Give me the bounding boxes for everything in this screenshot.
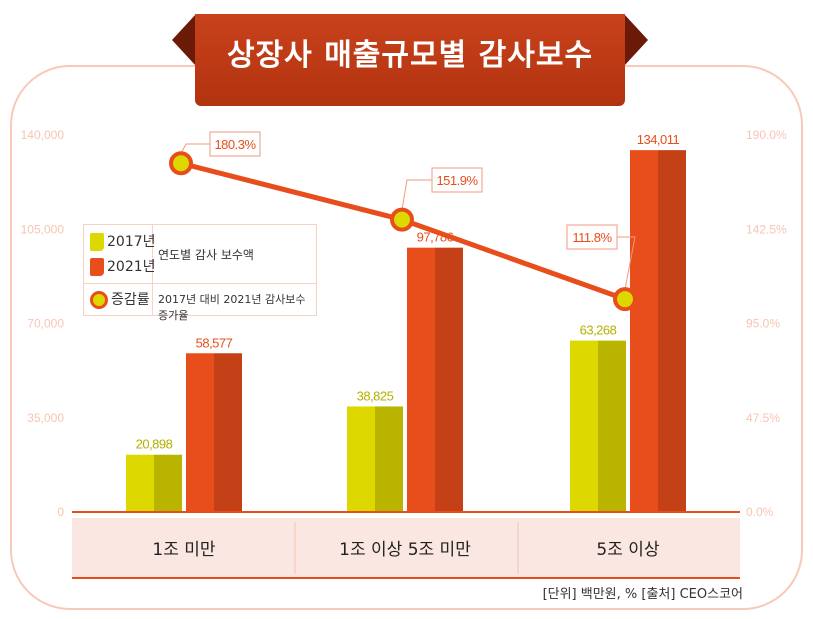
legend-marker-icon [90, 291, 108, 309]
y-tick-label: 35,000 [27, 411, 64, 425]
legend-bars-desc: 연도별 감사 보수액 [158, 248, 254, 262]
bar-2021년-left [186, 353, 214, 511]
rate-label-box [431, 167, 483, 193]
legend: 2017년 2021년 연도별 감사 보수액 증감률 2017년 대비 2021… [83, 224, 317, 322]
y2-tick-label: 95.0% [746, 317, 780, 331]
legend-rate-desc: 2017년 대비 2021년 감사보수 증가율 [158, 293, 306, 322]
bar-data-label: 63,268 [580, 323, 617, 338]
y-tick-label: 105,000 [21, 222, 65, 236]
bar-2017년-right [598, 340, 626, 511]
y-tick-label: 0 [57, 505, 64, 519]
legend-label-2017: 2017년 [107, 234, 156, 250]
bar-2017년-left [347, 406, 375, 511]
legend-item-rate: 증감률 [90, 289, 150, 309]
y2-tick-label: 47.5% [746, 411, 780, 425]
legend-divider [152, 225, 153, 315]
rate-callout-line [401, 179, 432, 210]
rate-marker [169, 151, 193, 176]
bar-2017년-left [126, 454, 154, 511]
legend-item-2017: 2017년 [90, 231, 156, 251]
bar-2021년-right [214, 353, 242, 511]
rate-marker [390, 207, 414, 232]
bar-data-label: 38,825 [357, 388, 394, 403]
chart-title: 상장사 매출규모별 감사보수 [195, 14, 625, 106]
rate-label-box [566, 224, 618, 250]
banner-fold-left [172, 14, 196, 66]
y-tick-label: 140,000 [21, 128, 65, 142]
legend-swatch-2017 [90, 233, 104, 251]
y2-tick-label: 142.5% [746, 222, 787, 236]
legend-bars-row [84, 225, 316, 284]
bar-data-label: 134,011 [637, 132, 680, 147]
bar-2021년-left [630, 150, 658, 512]
banner-fold-right [624, 14, 648, 66]
legend-item-2021: 2021년 [90, 256, 156, 276]
bar-2017년-right [154, 454, 182, 511]
category-label: 1조 이상 5조 미만 [339, 540, 471, 560]
category-label: 1조 미만 [152, 540, 215, 560]
source-note: [단위] 백만원, % [출처] CEO스코어 [542, 587, 743, 602]
rate-label-box [209, 131, 261, 157]
rate-data-label: 151.9% [436, 173, 478, 188]
rate-callout-line [180, 143, 210, 154]
bar-2021년-right [658, 150, 686, 512]
rate-data-label: 180.3% [214, 137, 256, 152]
rate-marker [613, 287, 637, 312]
legend-label-2021: 2021년 [107, 259, 156, 275]
y2-tick-label: 0.0% [746, 505, 774, 519]
y2-tick-label: 190.0% [746, 128, 787, 142]
bar-data-label: 58,577 [196, 335, 233, 350]
bar-data-label: 20,898 [136, 437, 173, 452]
bar-2017년-left [570, 340, 598, 511]
category-band [72, 518, 740, 578]
bar-2021년-left [407, 247, 435, 511]
category-label: 5조 이상 [596, 540, 659, 560]
rate-callout-line [617, 236, 636, 290]
legend-swatch-2021 [90, 258, 104, 276]
bar-2021년-right [435, 247, 463, 511]
rate-data-label: 111.8% [572, 230, 612, 245]
y-tick-label: 70,000 [27, 317, 64, 331]
legend-label-rate: 증감률 [111, 292, 150, 308]
bar-2017년-right [375, 406, 403, 511]
